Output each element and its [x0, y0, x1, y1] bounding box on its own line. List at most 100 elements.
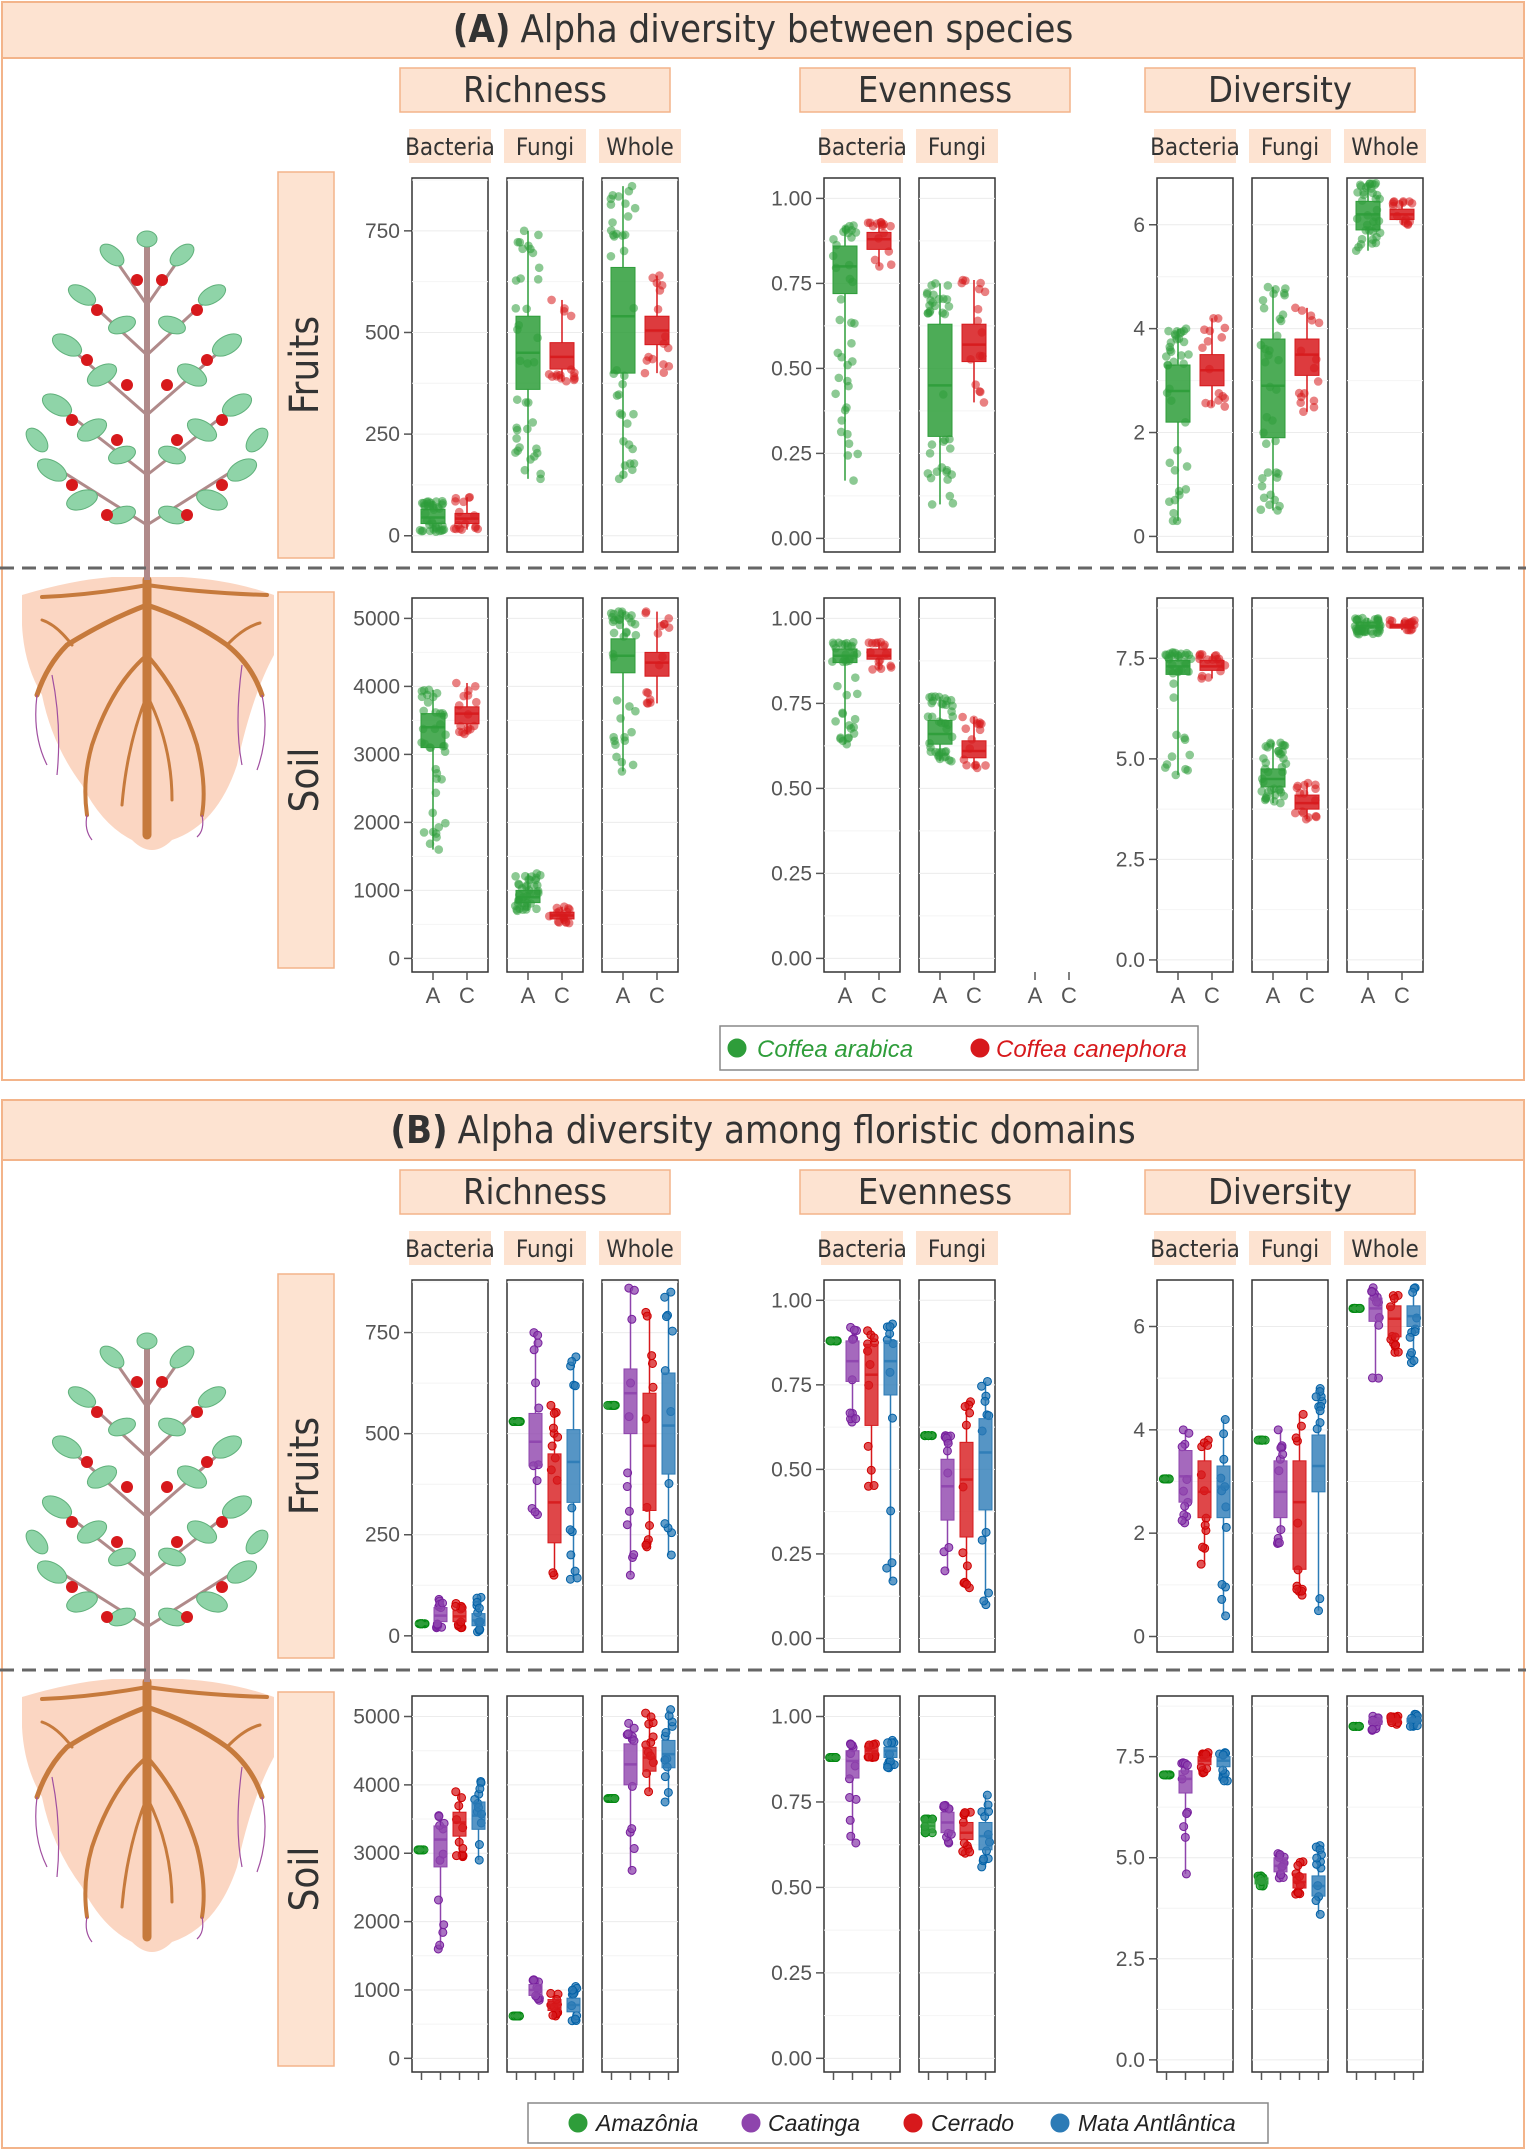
coffee-tree-illustration-b	[22, 1333, 274, 1952]
data-point	[1184, 1428, 1194, 1438]
y-tick-label: 6	[1133, 1316, 1145, 1339]
box-iqr	[1387, 1305, 1402, 1338]
data-point	[1367, 239, 1377, 248]
x-tick-label: A	[1171, 983, 1186, 1008]
box-iqr	[832, 245, 858, 295]
compartment-strip-fruits-a: Fruits	[277, 171, 335, 559]
data-point	[547, 1441, 557, 1451]
data-point	[942, 696, 952, 706]
data-point	[1272, 331, 1282, 341]
data-point	[459, 497, 468, 507]
data-point	[438, 1598, 448, 1608]
data-point	[1293, 1861, 1303, 1871]
data-point	[1407, 199, 1417, 208]
data-point	[1173, 445, 1182, 455]
box-iqr	[845, 1750, 860, 1779]
data-point	[440, 747, 450, 757]
y-tick-label: 2.5	[1116, 848, 1145, 871]
data-point	[529, 1345, 539, 1355]
facet-frame	[918, 597, 996, 973]
data-point	[629, 1550, 639, 1560]
y-tick-label: 0.75	[771, 1791, 812, 1814]
data-point	[1180, 1501, 1190, 1511]
data-point	[846, 1831, 856, 1841]
data-point	[1400, 617, 1410, 626]
data-point	[546, 1400, 556, 1410]
metric-label-diversity: Diversity	[1208, 70, 1352, 111]
data-point	[614, 390, 624, 399]
data-point	[1292, 1584, 1302, 1594]
data-point	[925, 449, 935, 458]
data-point	[471, 697, 481, 707]
data-point	[532, 1476, 542, 1486]
data-point	[1181, 1869, 1191, 1879]
x-tick-label: C	[1299, 983, 1315, 1008]
data-point	[943, 281, 953, 290]
y-axis-richness-soil: 0 1000 2000 3000 4000 5000	[353, 607, 412, 970]
data-point	[625, 702, 634, 711]
data-point	[981, 1527, 991, 1537]
box-amazônia	[1253, 1435, 1270, 1445]
box-mata-antlântica	[566, 1982, 582, 2026]
compartment-label-soil: Soil	[282, 748, 328, 813]
legend-a-label-arabica: Coffea arabica	[757, 1036, 913, 1063]
facet-strip-whole	[599, 129, 681, 163]
data-point	[878, 221, 887, 231]
metric-strip-box	[1144, 1169, 1416, 1215]
data-point	[1256, 505, 1266, 514]
data-point	[1273, 1425, 1283, 1435]
data-point	[940, 309, 950, 319]
y-tick-label: 1000	[353, 1979, 400, 2002]
box-iqr	[927, 323, 953, 437]
metric-label-richness: Richness	[463, 1172, 607, 1213]
data-point	[1200, 1520, 1210, 1530]
data-point	[624, 440, 634, 449]
data-point	[979, 1596, 989, 1606]
compartment-label-fruits: Fruits	[282, 1417, 328, 1515]
data-point	[1314, 318, 1324, 328]
data-point	[627, 727, 636, 737]
data-point	[829, 640, 839, 649]
y-tick-label: 7.5	[1116, 1746, 1145, 1769]
data-point	[843, 429, 852, 439]
data-point	[642, 687, 651, 697]
box-iqr	[642, 1392, 657, 1511]
data-point	[666, 1550, 676, 1560]
box-amazônia	[1348, 1721, 1365, 1731]
data-point	[1181, 485, 1191, 494]
data-point	[934, 692, 944, 702]
data-point	[565, 1525, 575, 1535]
y-tick-label: 0.00	[771, 2047, 812, 2070]
data-point	[1217, 1594, 1227, 1604]
data-point	[868, 221, 878, 231]
box-iqr	[978, 1418, 993, 1511]
data-point	[977, 1381, 987, 1391]
data-point	[848, 357, 857, 366]
data-point	[885, 1322, 895, 1332]
box-a	[1351, 178, 1385, 256]
box-a	[1350, 613, 1385, 639]
data-point	[961, 1420, 971, 1430]
facet-strip-fungi	[504, 129, 586, 163]
data-point	[958, 712, 967, 722]
box-amazônia	[1253, 1871, 1269, 1891]
data-point	[863, 1441, 873, 1451]
data-point	[620, 732, 629, 742]
box-iqr	[528, 1412, 543, 1467]
metric-strip-box	[399, 1169, 671, 1215]
data-point	[432, 688, 442, 698]
box-iqr	[566, 1429, 581, 1503]
facet-fungi-fruits	[918, 1279, 996, 1653]
data-point	[1161, 763, 1170, 772]
metric-label-richness: Richness	[463, 70, 607, 111]
x-tick-label: A	[521, 983, 536, 1008]
facet-strip-bacteria	[821, 1231, 903, 1265]
data-point	[1263, 468, 1273, 477]
box-mata-antlântica	[1311, 1841, 1326, 1919]
facet-strip-whole	[599, 1231, 681, 1265]
facet-label-bacteria: Bacteria	[1150, 1235, 1240, 1263]
data-point	[519, 902, 529, 911]
data-point	[1374, 1320, 1384, 1330]
